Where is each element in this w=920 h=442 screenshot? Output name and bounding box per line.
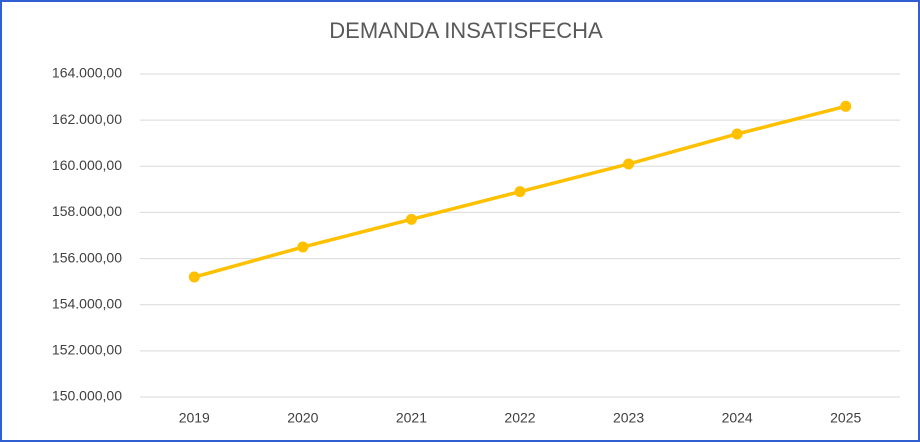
marker bbox=[840, 100, 852, 112]
marker bbox=[405, 213, 417, 225]
marker bbox=[297, 241, 309, 253]
y-tick-label: 162.000,00 bbox=[52, 111, 122, 127]
x-tick-label: 2025 bbox=[830, 410, 861, 426]
x-tick-label: 2024 bbox=[722, 410, 753, 426]
marker bbox=[731, 128, 743, 140]
y-tick-label: 154.000,00 bbox=[52, 295, 122, 311]
x-tick-label: 2021 bbox=[396, 410, 427, 426]
marker bbox=[188, 271, 200, 283]
y-tick-label: 164.000,00 bbox=[52, 65, 122, 81]
x-tick-label: 2019 bbox=[179, 410, 210, 426]
x-tick-label: 2023 bbox=[613, 410, 644, 426]
chart-title: DEMANDA INSATISFECHA bbox=[329, 18, 603, 43]
y-tick-label: 152.000,00 bbox=[52, 342, 122, 358]
x-tick-label: 2022 bbox=[504, 410, 535, 426]
y-tick-label: 156.000,00 bbox=[52, 249, 122, 265]
y-tick-label: 150.000,00 bbox=[52, 388, 122, 404]
marker bbox=[514, 186, 526, 198]
y-tick-label: 158.000,00 bbox=[52, 203, 122, 219]
marker bbox=[623, 158, 635, 170]
y-tick-label: 160.000,00 bbox=[52, 157, 122, 173]
x-tick-label: 2020 bbox=[287, 410, 318, 426]
